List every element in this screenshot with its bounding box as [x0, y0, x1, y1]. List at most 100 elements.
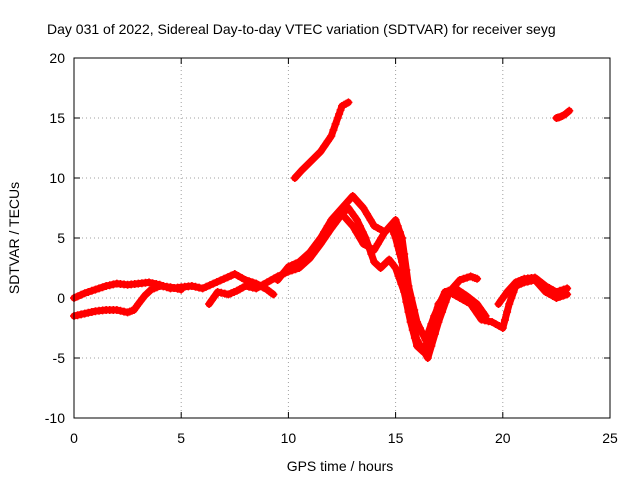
data-point-marker	[84, 288, 93, 296]
data-series	[70, 98, 574, 362]
data-point-marker	[309, 243, 318, 252]
data-point-marker	[395, 228, 404, 236]
y-axis-label: SDTVAR / TECUs	[6, 182, 22, 294]
series-trace	[274, 192, 481, 362]
data-point-marker	[430, 312, 439, 320]
data-point-marker	[95, 284, 104, 293]
data-point-marker	[195, 283, 204, 292]
data-point-marker	[216, 276, 225, 285]
data-point-marker	[434, 318, 443, 326]
data-point-marker	[309, 154, 318, 163]
data-point-marker	[191, 282, 200, 291]
x-tick-label: 15	[388, 430, 404, 446]
data-point-marker	[444, 286, 453, 295]
data-point-marker	[312, 151, 321, 160]
data-point-marker	[448, 285, 457, 294]
data-point-marker	[433, 304, 442, 312]
y-tick-label: 5	[57, 230, 65, 246]
data-point-marker	[155, 280, 164, 289]
data-point-marker	[402, 266, 411, 274]
data-point-marker	[152, 280, 161, 288]
data-point-marker	[366, 216, 375, 224]
data-point-marker	[323, 222, 332, 230]
data-point-marker	[380, 228, 389, 236]
data-point-marker	[391, 216, 400, 224]
data-point-marker	[424, 328, 433, 336]
data-point-marker	[359, 204, 368, 212]
data-point-marker	[305, 158, 314, 167]
data-point-marker	[77, 310, 86, 319]
data-point-marker	[552, 288, 561, 296]
data-point-marker	[98, 283, 107, 292]
data-point-marker	[198, 284, 207, 293]
data-point-marker	[329, 126, 338, 134]
data-point-marker	[316, 147, 325, 156]
data-point-marker	[213, 288, 222, 296]
data-point-marker	[481, 312, 490, 320]
data-point-marker	[503, 308, 512, 316]
data-point-marker	[390, 230, 399, 238]
data-point-marker	[440, 288, 449, 296]
data-point-marker	[330, 212, 339, 220]
data-point-marker	[341, 200, 350, 208]
data-point-marker	[437, 296, 446, 304]
data-point-marker	[500, 316, 509, 324]
chart-title: Day 031 of 2022, Sidereal Day-to-day VTE…	[47, 21, 556, 37]
series-track-g	[290, 98, 353, 182]
data-point-marker	[284, 262, 293, 271]
data-point-marker	[477, 315, 486, 324]
data-point-marker	[348, 222, 357, 230]
data-point-marker	[212, 278, 221, 286]
data-point-marker	[430, 330, 439, 338]
series-trace	[338, 210, 490, 344]
data-point-marker	[87, 308, 96, 316]
data-point-marker	[420, 348, 429, 356]
data-point-marker	[410, 306, 419, 314]
data-point-marker	[148, 279, 157, 288]
data-point-marker	[335, 110, 344, 118]
data-point-marker	[388, 220, 397, 228]
data-point-marker	[273, 276, 282, 284]
data-point-marker	[416, 342, 425, 350]
data-point-marker	[327, 216, 336, 224]
data-point-marker	[245, 282, 254, 291]
x-tick-label: 20	[495, 430, 511, 446]
data-point-marker	[473, 274, 482, 283]
data-point-marker	[363, 210, 372, 218]
data-point-marker	[269, 290, 278, 299]
data-point-marker	[352, 196, 361, 204]
data-point-marker	[377, 234, 386, 242]
data-point-marker	[116, 306, 125, 315]
data-point-marker	[345, 196, 354, 204]
data-point-marker	[73, 292, 82, 301]
y-tick-label: 10	[49, 170, 65, 186]
data-point-marker	[102, 282, 111, 290]
data-point-marker	[384, 224, 393, 232]
data-point-marker	[559, 285, 568, 294]
data-point-marker	[87, 286, 96, 295]
series-track-f	[494, 273, 572, 308]
data-point-marker	[162, 283, 171, 292]
data-point-marker	[112, 306, 121, 314]
data-point-marker	[345, 218, 354, 226]
data-point-marker	[344, 98, 353, 107]
data-point-marker	[248, 283, 257, 292]
data-point-marker	[353, 216, 362, 224]
data-point-marker	[277, 271, 286, 280]
series-track-b	[70, 270, 278, 302]
data-point-marker	[227, 271, 236, 280]
x-tick-label: 10	[281, 430, 297, 446]
y-tick-label: -10	[45, 410, 65, 426]
data-point-marker	[91, 285, 100, 294]
data-point-marker	[338, 210, 346, 218]
data-point-marker	[423, 354, 432, 362]
data-point-marker	[413, 336, 422, 344]
data-point-marker	[505, 300, 514, 308]
data-point-marker	[563, 284, 572, 293]
data-point-marker	[355, 222, 364, 230]
data-point-marker	[241, 282, 250, 290]
data-point-marker	[336, 106, 345, 114]
data-point-marker	[105, 281, 114, 290]
data-point-marker	[427, 342, 436, 350]
